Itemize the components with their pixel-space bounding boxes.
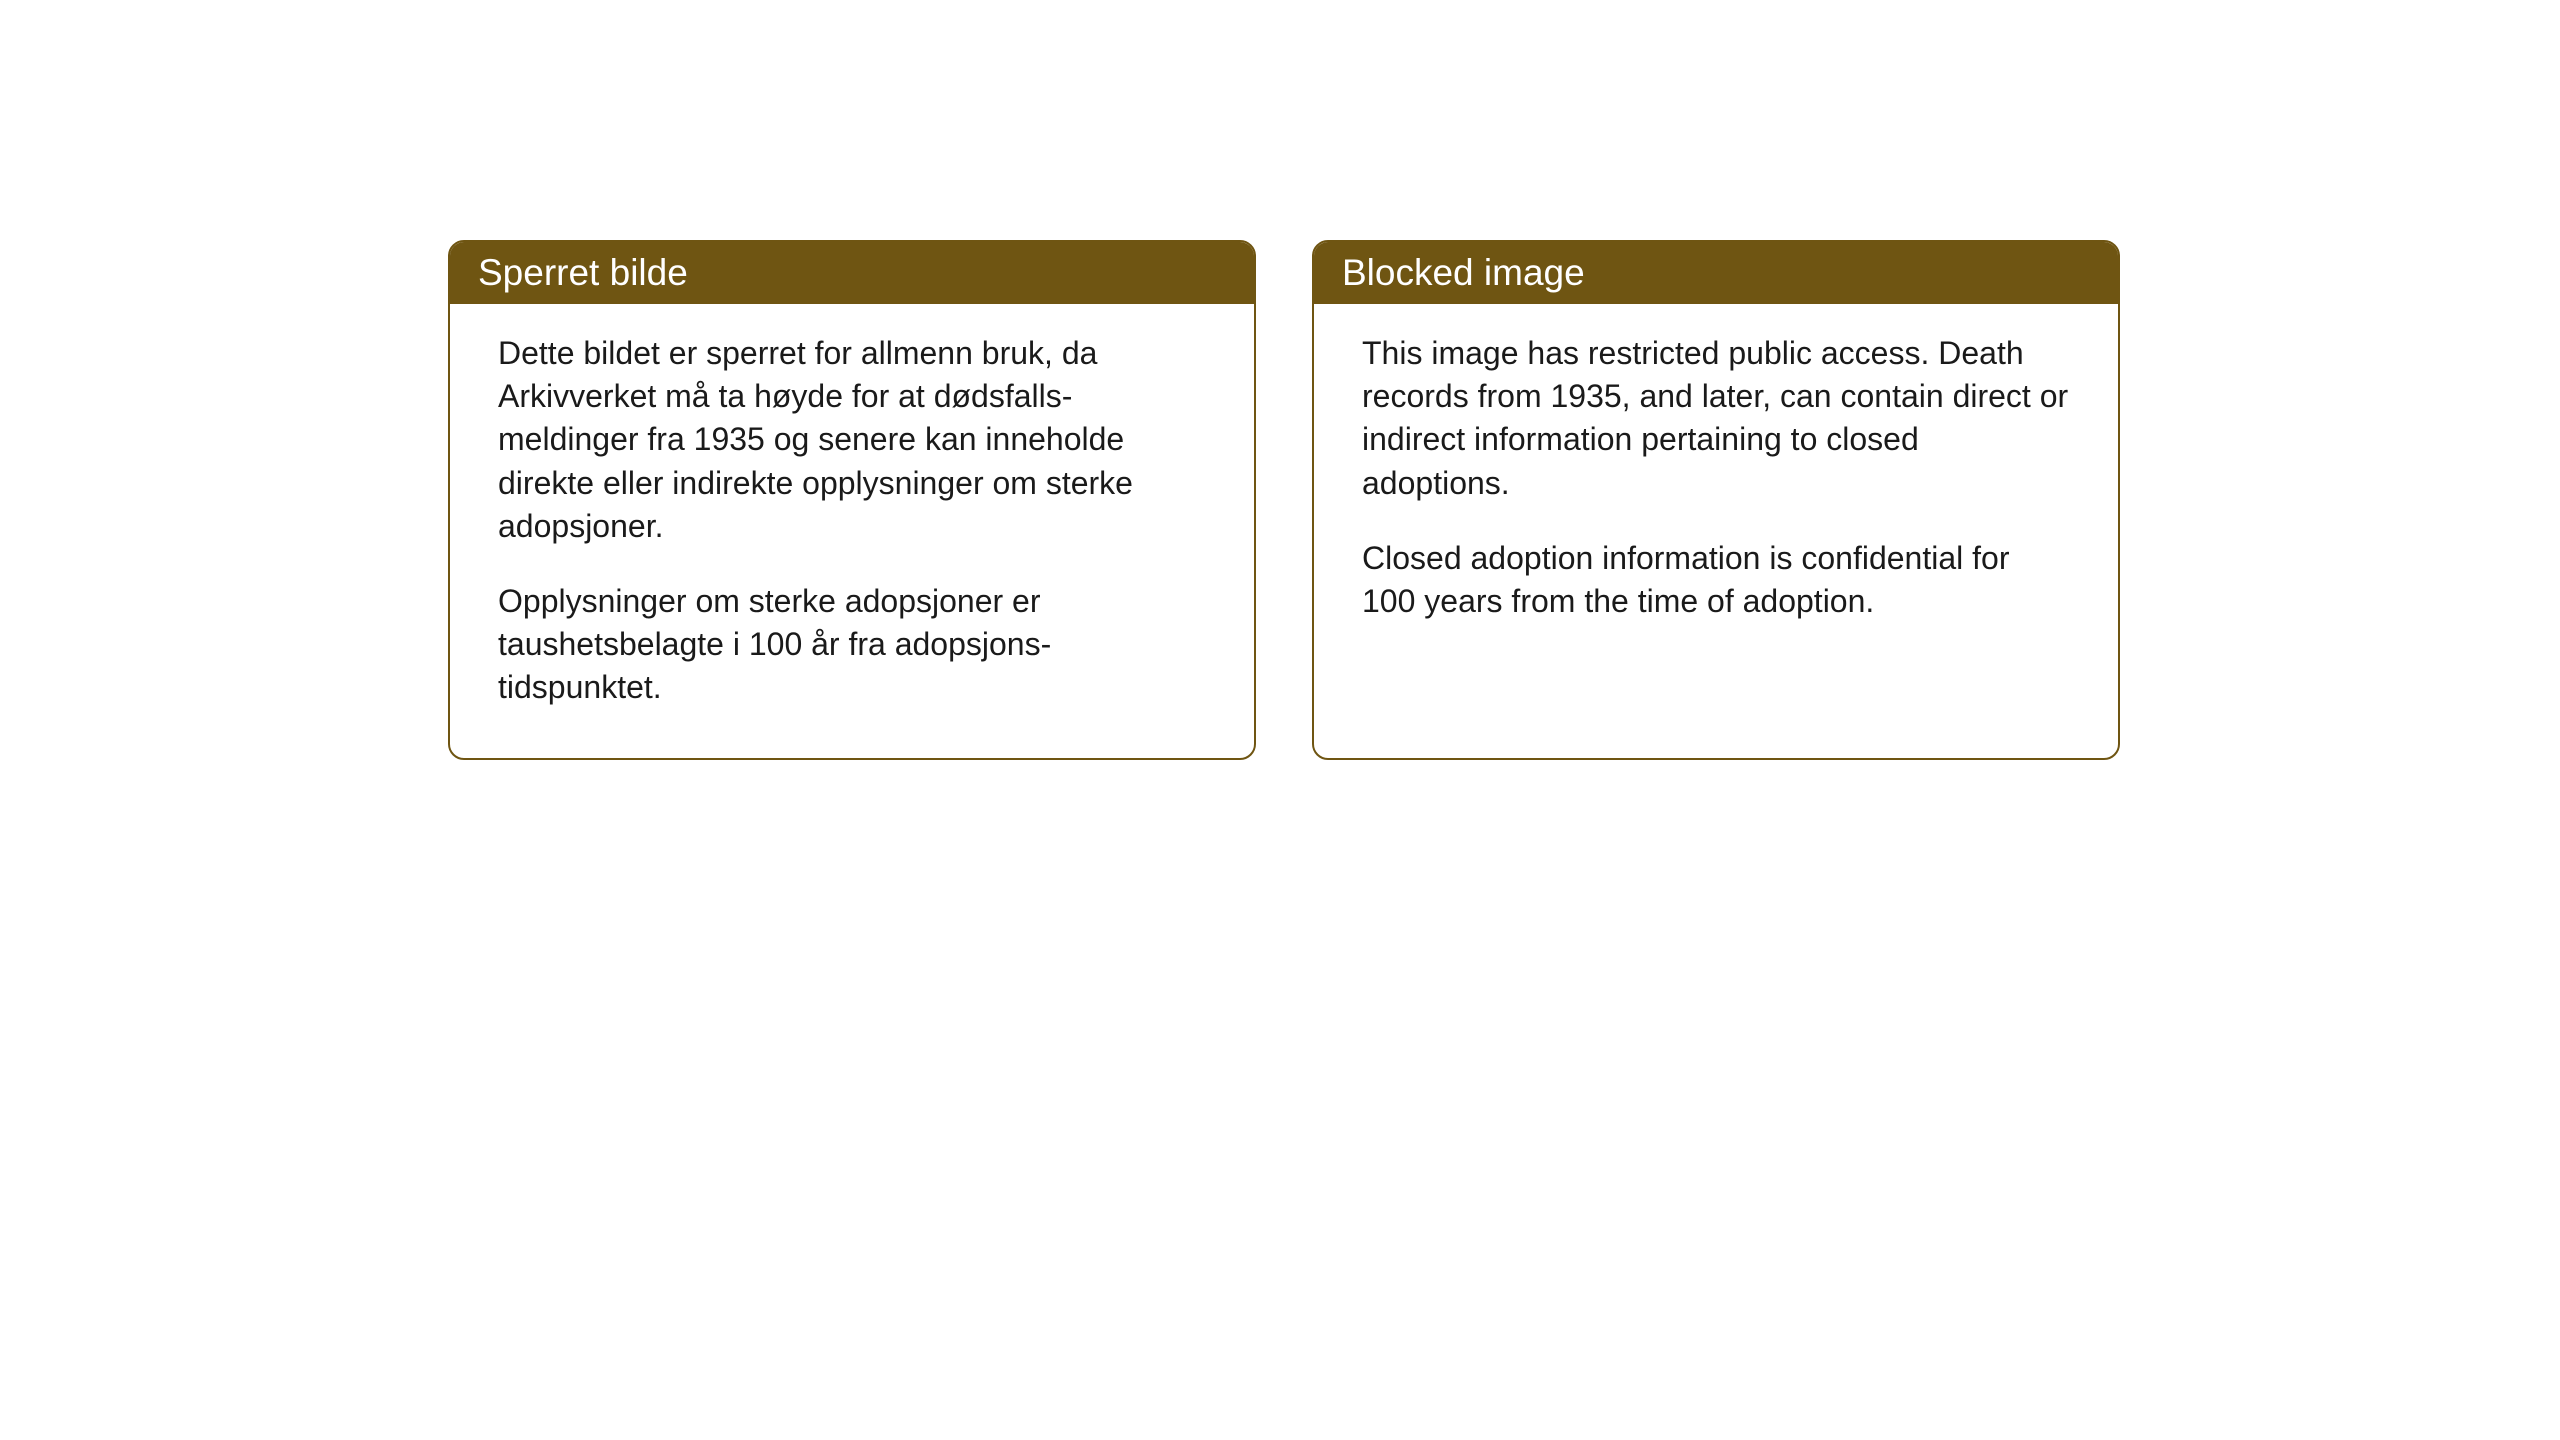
card-header-norwegian: Sperret bilde [450, 242, 1254, 304]
card-paragraph: Dette bildet er sperret for allmenn bruk… [498, 332, 1206, 548]
card-paragraph: Opplysninger om sterke adopsjoner er tau… [498, 580, 1206, 710]
card-body-english: This image has restricted public access.… [1314, 304, 2118, 724]
card-title: Sperret bilde [478, 252, 688, 293]
card-body-norwegian: Dette bildet er sperret for allmenn bruk… [450, 304, 1254, 758]
notice-card-norwegian: Sperret bilde Dette bildet er sperret fo… [448, 240, 1256, 760]
card-title: Blocked image [1342, 252, 1585, 293]
notice-card-english: Blocked image This image has restricted … [1312, 240, 2120, 760]
card-paragraph: Closed adoption information is confident… [1362, 537, 2070, 623]
card-paragraph: This image has restricted public access.… [1362, 332, 2070, 505]
card-header-english: Blocked image [1314, 242, 2118, 304]
notice-container: Sperret bilde Dette bildet er sperret fo… [448, 240, 2120, 760]
